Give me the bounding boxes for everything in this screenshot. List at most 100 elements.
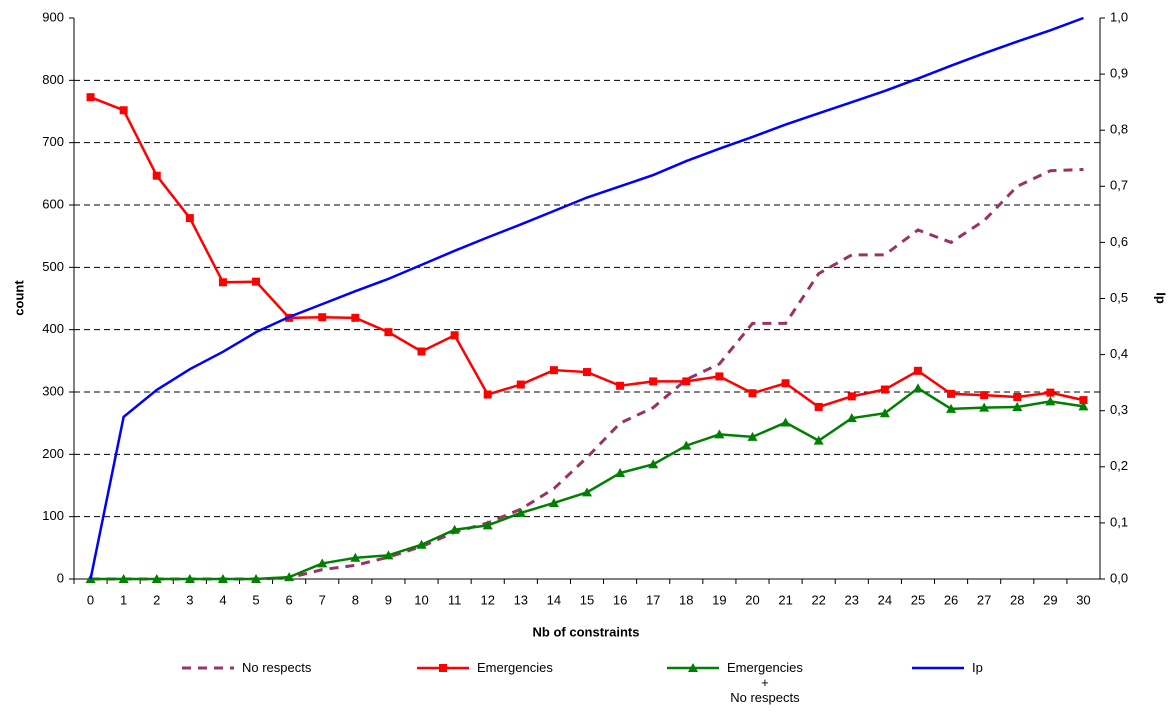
data-point [780, 417, 791, 427]
y2-tick-label: 0,3 [1110, 402, 1128, 417]
data-point [1078, 401, 1089, 411]
x-tick-label: 16 [613, 592, 627, 607]
legend: No respects Emergencies Emergencies + No r… [0, 660, 1175, 720]
data-point [846, 413, 857, 423]
data-point [649, 377, 658, 386]
x-tick-label: 26 [944, 592, 958, 607]
data-point [615, 468, 626, 478]
y2-axis-label: Ip [1154, 292, 1169, 304]
x-tick-label: 15 [580, 592, 594, 607]
data-point [681, 440, 692, 450]
legend-marker [439, 664, 447, 672]
data-point [747, 431, 758, 441]
data-point [251, 574, 262, 583]
data-point [252, 277, 261, 286]
x-tick-label: 10 [414, 592, 428, 607]
data-point [715, 372, 724, 381]
x-tick-label: 18 [679, 592, 693, 607]
y-tick-label: 100 [42, 508, 64, 523]
legend-label: Ip [972, 660, 983, 675]
y-tick-label: 800 [42, 72, 64, 87]
legend-label: Emergencies [477, 660, 553, 675]
data-point [1012, 401, 1023, 411]
data-point [515, 507, 526, 517]
x-tick-label: 5 [252, 592, 259, 607]
y-tick-label: 700 [42, 134, 64, 149]
data-point [1046, 388, 1055, 397]
data-point [814, 402, 823, 411]
x-tick-label: 23 [845, 592, 859, 607]
x-tick-label: 30 [1076, 592, 1090, 607]
data-point [582, 487, 592, 497]
data-point [483, 390, 492, 399]
data-point [1045, 396, 1056, 406]
y2-tick-label: 0,6 [1110, 234, 1128, 249]
x-tick-label: 0 [87, 592, 94, 607]
data-point [548, 497, 559, 507]
data-point [384, 328, 393, 337]
data-point [714, 429, 725, 439]
legend-swatch [182, 666, 234, 670]
x-tick-label: 11 [448, 592, 462, 607]
data-point [583, 368, 591, 377]
x-tick-label: 12 [480, 592, 494, 607]
y2-tick-label: 0,7 [1110, 178, 1128, 193]
data-point [317, 558, 328, 568]
y2-tick-label: 0,0 [1110, 570, 1128, 585]
series-line [89, 16, 1084, 580]
x-tick-label: 9 [385, 592, 392, 607]
data-point [351, 313, 360, 322]
y-tick-label: 600 [42, 196, 64, 211]
data-point [218, 278, 227, 287]
data-point [516, 380, 525, 389]
data-point [318, 313, 327, 322]
x-tick-label: 29 [1043, 592, 1057, 607]
data-point [748, 389, 757, 398]
legend-item: Emergencies [415, 660, 553, 676]
y2-tick-label: 0,9 [1110, 66, 1128, 81]
data-point [86, 93, 95, 102]
x-tick-label: 1 [120, 592, 127, 607]
data-point [813, 435, 824, 445]
x-tick-label: 7 [319, 592, 326, 607]
x-tick-label: 21 [778, 592, 792, 607]
x-tick-label: 2 [153, 592, 160, 607]
x-tick-label: 8 [352, 592, 359, 607]
x-axis-label: Nb of constraints [533, 624, 640, 639]
data-point [184, 574, 195, 583]
data-point [152, 171, 161, 180]
y2-tick-label: 0,2 [1110, 458, 1128, 473]
data-point [416, 539, 427, 549]
y-tick-label: 900 [42, 9, 64, 24]
data-point [980, 391, 989, 400]
y2-tick-label: 0,1 [1110, 514, 1128, 529]
data-point [682, 377, 691, 386]
data-point [946, 403, 957, 413]
x-tick-label: 14 [547, 592, 561, 607]
x-tick-label: 17 [646, 592, 660, 607]
data-point [383, 550, 394, 560]
x-tick-label: 25 [911, 592, 925, 607]
data-point [482, 520, 493, 530]
legend-item: Emergencies + No respects [665, 660, 803, 705]
data-point [648, 459, 659, 469]
legend-swatch [417, 664, 469, 672]
x-tick-label: 13 [514, 592, 528, 607]
x-tick-label: 6 [286, 592, 293, 607]
data-point [350, 552, 361, 562]
x-tick-label: 3 [186, 592, 193, 607]
x-tick-label: 24 [878, 592, 892, 607]
legend-swatch [912, 666, 964, 670]
x-tick-label: 20 [745, 592, 759, 607]
y-tick-label: 500 [42, 259, 64, 274]
data-point [449, 524, 460, 534]
y2-tick-label: 1,0 [1110, 9, 1128, 24]
legend-swatch [667, 663, 719, 672]
data-point [217, 574, 228, 583]
data-point [1079, 396, 1088, 405]
y-tick-label: 300 [42, 383, 64, 398]
data-point [847, 392, 856, 401]
y-tick-label: 200 [42, 446, 64, 461]
data-point [979, 402, 990, 412]
chart: count Ip Nb of constraints 0100200300400… [11, 9, 1169, 639]
